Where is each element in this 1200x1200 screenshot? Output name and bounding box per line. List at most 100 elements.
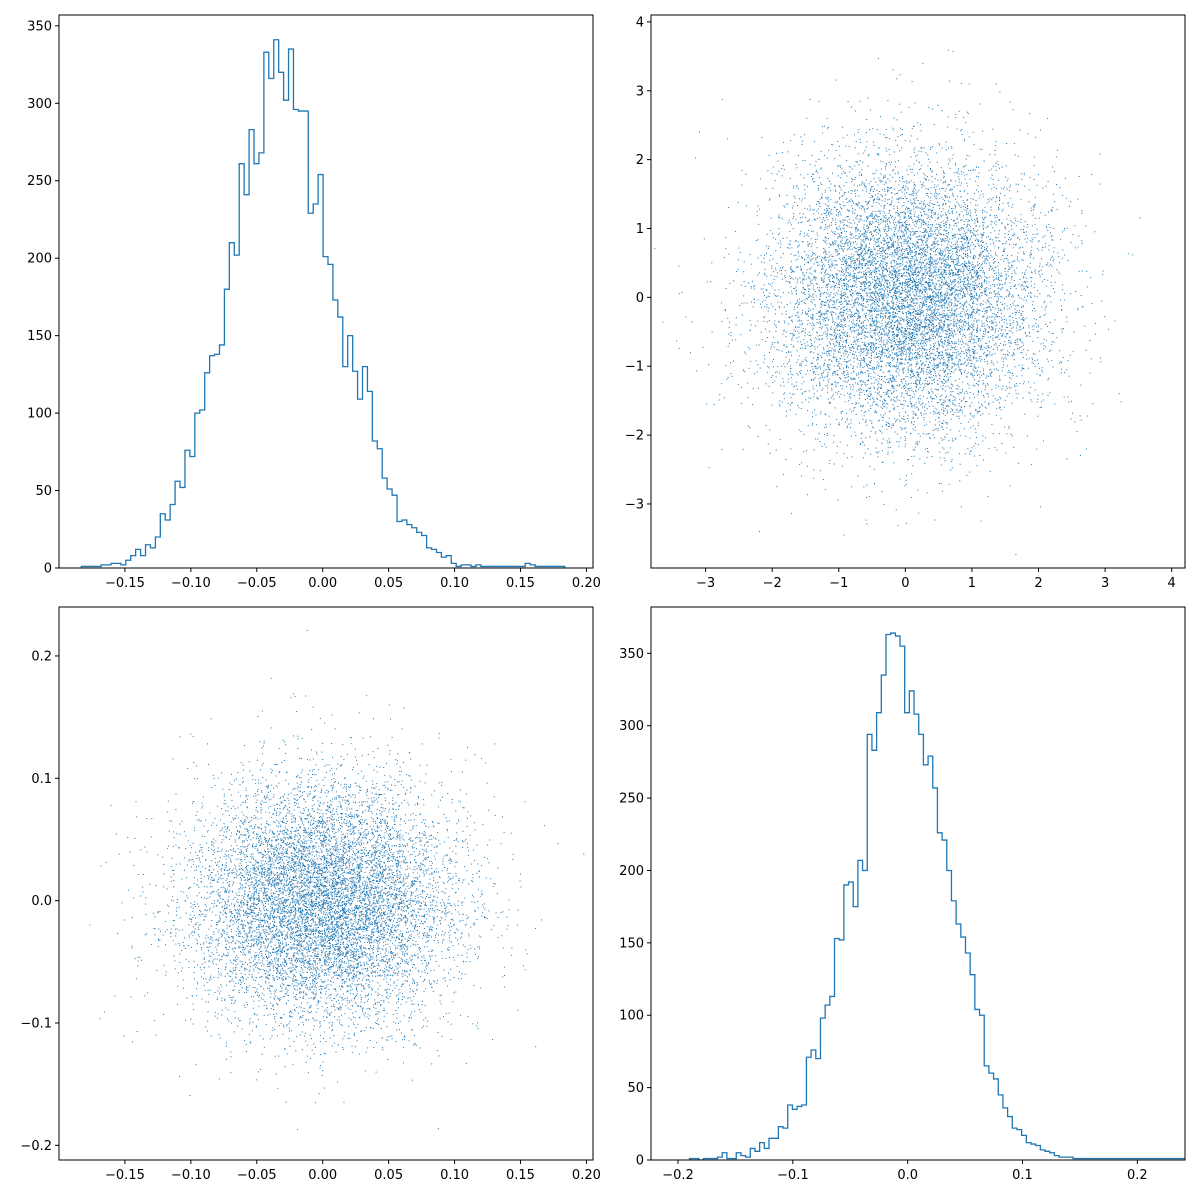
scatter-point xyxy=(899,415,901,417)
scatter-point xyxy=(896,365,898,367)
scatter-point xyxy=(1026,281,1028,283)
scatter-point xyxy=(952,363,954,365)
scatter-point xyxy=(930,259,932,261)
scatter-point xyxy=(953,287,955,289)
scatter-point xyxy=(861,391,863,393)
scatter-point xyxy=(884,355,885,357)
scatter-point xyxy=(928,405,930,407)
scatter-point xyxy=(909,247,911,249)
scatter-point xyxy=(812,294,814,296)
scatter-point xyxy=(987,496,989,498)
scatter-point xyxy=(844,296,846,298)
scatter-point xyxy=(974,350,976,352)
scatter-point xyxy=(919,435,921,437)
scatter-point xyxy=(973,285,975,286)
scatter-point xyxy=(937,105,939,106)
scatter-point xyxy=(975,294,977,296)
scatter-point xyxy=(880,235,882,237)
scatter-point xyxy=(942,304,944,306)
scatter-point xyxy=(963,321,965,323)
scatter-point xyxy=(846,134,848,136)
scatter-point xyxy=(885,147,887,149)
scatter-point xyxy=(856,218,858,220)
scatter-point xyxy=(971,374,973,376)
scatter-point xyxy=(924,255,926,257)
scatter-point xyxy=(843,285,845,287)
scatter-point xyxy=(946,364,948,366)
scatter-point xyxy=(1027,286,1029,288)
scatter-point xyxy=(816,203,817,205)
scatter-point xyxy=(967,254,968,256)
scatter-point xyxy=(861,264,863,266)
scatter-point xyxy=(943,401,945,403)
scatter-point xyxy=(888,274,890,276)
scatter-point xyxy=(889,188,891,189)
scatter-point xyxy=(913,329,915,331)
scatter-point xyxy=(897,311,899,312)
scatter-point xyxy=(1076,431,1078,433)
scatter-point xyxy=(941,110,943,112)
scatter-point xyxy=(961,134,963,135)
scatter-point xyxy=(957,313,959,315)
scatter-point xyxy=(931,302,933,304)
scatter-point xyxy=(857,294,859,296)
scatter-point xyxy=(1007,178,1009,180)
scatter-point xyxy=(887,382,889,384)
scatter-point xyxy=(895,304,897,306)
scatter-point xyxy=(905,479,907,481)
scatter-point xyxy=(919,377,921,379)
scatter-point xyxy=(1074,421,1076,423)
scatter-point xyxy=(888,417,890,419)
scatter-point xyxy=(1026,295,1028,297)
scatter-point xyxy=(955,163,957,164)
scatter-point xyxy=(752,404,754,406)
scatter-point xyxy=(870,394,872,396)
scatter-point xyxy=(898,226,900,228)
scatter-point xyxy=(850,315,852,317)
scatter-point xyxy=(980,247,982,249)
scatter-point xyxy=(951,188,953,190)
scatter-point xyxy=(896,193,898,194)
scatter-point xyxy=(827,238,829,239)
scatter-point xyxy=(924,298,926,300)
scatter-point xyxy=(909,211,911,213)
scatter-point xyxy=(839,227,841,229)
scatter-point xyxy=(998,280,1000,282)
scatter-point xyxy=(908,291,910,293)
scatter-point xyxy=(934,309,936,311)
scatter-point xyxy=(912,298,914,300)
scatter-point xyxy=(1037,359,1038,361)
scatter-point xyxy=(850,272,852,274)
scatter-point xyxy=(907,376,909,378)
scatter-point xyxy=(905,431,907,433)
scatter-point xyxy=(901,293,903,294)
scatter-point xyxy=(908,269,910,271)
scatter-point xyxy=(939,224,941,226)
scatter-point xyxy=(796,362,798,363)
scatter-point xyxy=(956,244,958,246)
scatter-point xyxy=(1021,323,1023,325)
scatter-point xyxy=(914,147,916,149)
scatter-point xyxy=(807,173,809,175)
scatter-point xyxy=(1015,288,1017,290)
scatter-point xyxy=(978,380,980,382)
scatter-point xyxy=(890,323,892,325)
scatter-point xyxy=(865,287,867,289)
scatter-point xyxy=(895,420,897,421)
scatter-point xyxy=(873,257,875,259)
scatter-point xyxy=(937,383,939,385)
scatter-point xyxy=(832,383,834,385)
scatter-point xyxy=(859,247,861,249)
scatter-point xyxy=(979,274,981,276)
scatter-point xyxy=(932,357,934,359)
scatter-point xyxy=(1008,230,1010,232)
scatter-point xyxy=(1050,236,1052,237)
scatter-point xyxy=(895,306,897,308)
scatter-point xyxy=(885,325,887,327)
scatter-point xyxy=(951,312,953,314)
scatter-point xyxy=(957,246,959,248)
scatter-point xyxy=(862,256,864,258)
scatter-point xyxy=(900,237,902,239)
scatter-point xyxy=(780,243,782,245)
scatter-point xyxy=(890,203,891,205)
